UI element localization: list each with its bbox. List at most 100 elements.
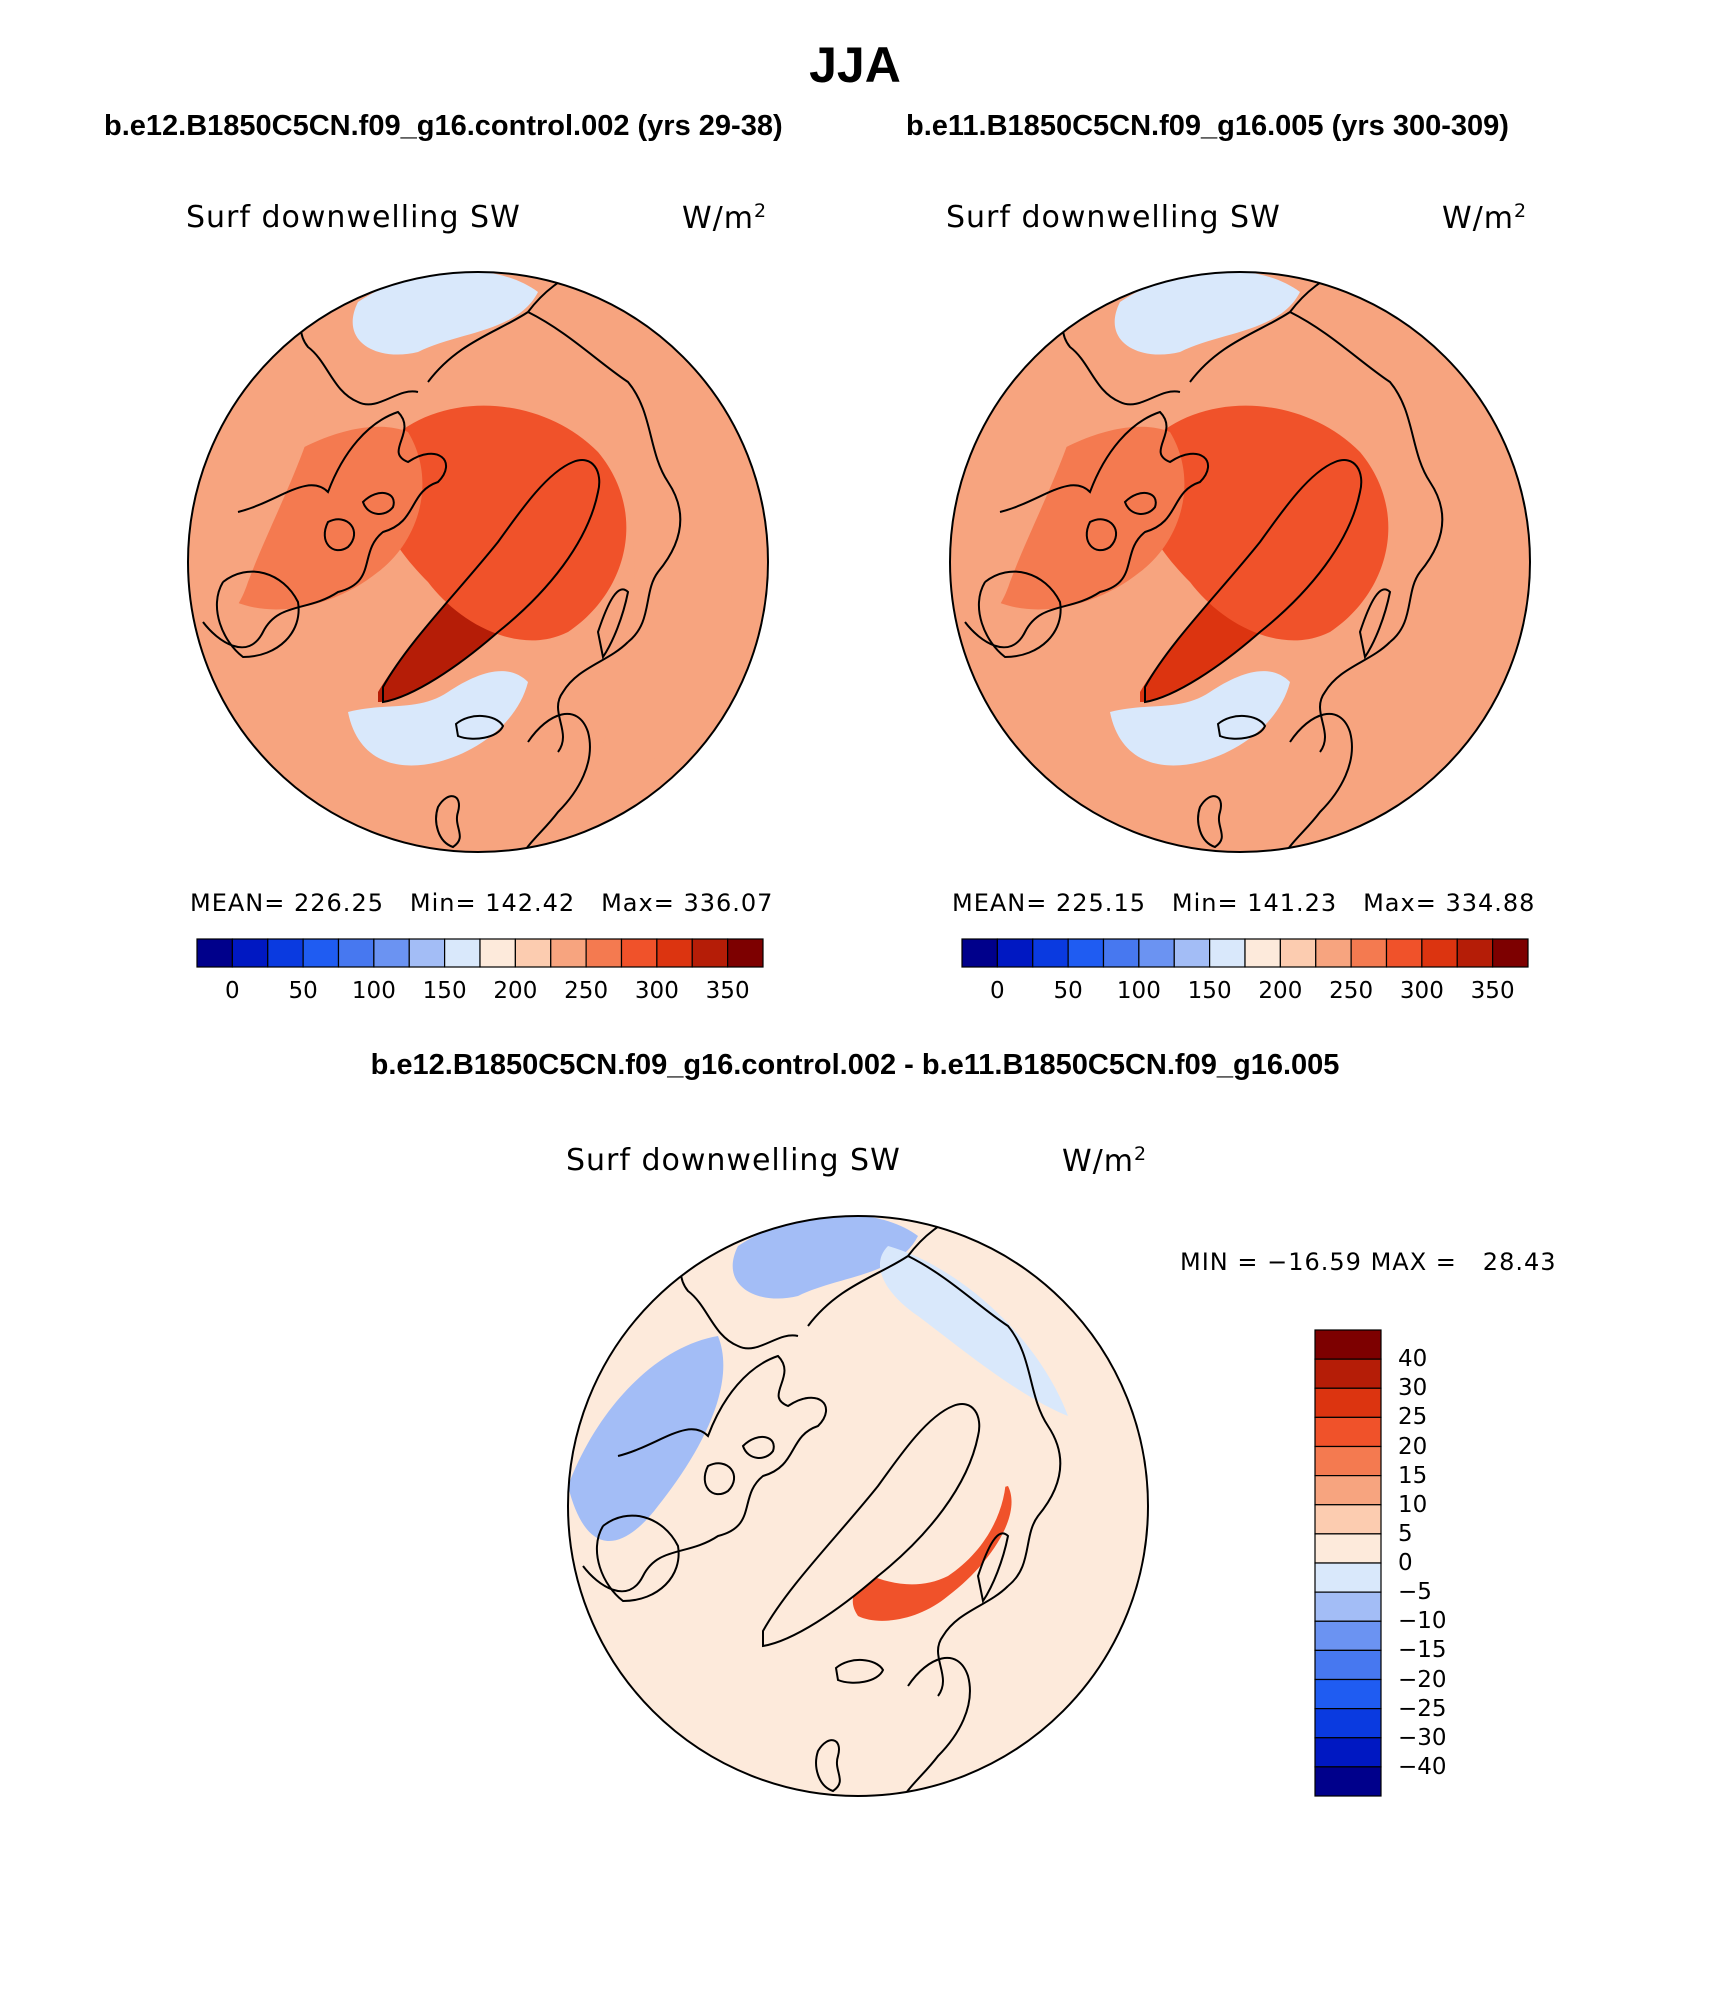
panel3-colorbar-box xyxy=(1314,1591,1382,1622)
panel1-colorbar-box xyxy=(585,938,623,968)
panel2-colorbar-box xyxy=(1421,938,1458,968)
panel2-colorbar-box xyxy=(1173,938,1211,968)
panel3-colorbar-box xyxy=(1314,1329,1382,1360)
right-case-title: b.e11.B1850C5CN.f09_g16.005 (yrs 300-309… xyxy=(906,110,1509,142)
panel2-colorbar-box xyxy=(1067,938,1105,968)
panel3-map-border xyxy=(567,1215,1149,1797)
panel3-colorbar-tick-label: 20 xyxy=(1398,1433,1428,1460)
panel3-colorbar-box xyxy=(1314,1416,1382,1448)
panel2-min: 141.23 xyxy=(1247,889,1338,917)
panel1-colorbar-box xyxy=(373,938,410,968)
panel1-stats: MEAN= 226.25 Min= 142.42 Max= 336.07 xyxy=(190,889,774,917)
panel1-region-central-arctic xyxy=(375,405,627,641)
panel3-colorbar-tick-label: 10 xyxy=(1398,1491,1428,1518)
panel1-colorbar-box xyxy=(514,938,552,968)
panel2-region-north-america xyxy=(950,342,1084,616)
panel1-colorbar-box xyxy=(479,938,516,968)
panel2-colorbar-tick-label: 100 xyxy=(1116,978,1161,1004)
panel3-colorbar-box xyxy=(1314,1678,1382,1710)
panel2-colorbar xyxy=(961,938,1529,968)
panel2-region-norwegian-sea xyxy=(1110,671,1290,766)
panel1-map xyxy=(187,271,769,853)
panel2-colorbar-box xyxy=(1138,938,1175,968)
panel3-colorbar-box xyxy=(1314,1475,1382,1506)
panel2-variable-label: Surf downwelling SW xyxy=(946,200,1281,235)
panel3-units: W/m2 xyxy=(1062,1143,1148,1179)
panel3-colorbar-tick-label: 40 xyxy=(1398,1346,1428,1373)
panel2-colorbar-box xyxy=(1032,938,1069,968)
panel2-colorbar-tick-label: 150 xyxy=(1187,978,1232,1004)
panel3-max: 28.43 xyxy=(1482,1248,1557,1276)
panel3-colorbar-box xyxy=(1314,1620,1382,1651)
panel3-colorbar-box xyxy=(1314,1445,1382,1477)
panel1-colorbar-tick-label: 250 xyxy=(564,978,609,1004)
panel1-map-border xyxy=(187,271,769,853)
panel3-colorbar-box xyxy=(1314,1737,1382,1768)
panel1-colorbar-tick-label: 150 xyxy=(422,978,467,1004)
panel2-mean: 225.15 xyxy=(1056,889,1146,917)
panel1-colorbar-box xyxy=(337,938,375,968)
panel1-colorbar-box xyxy=(196,938,233,968)
panel2-colorbar-box xyxy=(1456,938,1494,968)
panel3-colorbar-box xyxy=(1314,1649,1382,1681)
panel3-colorbar-tick-label: −40 xyxy=(1398,1753,1447,1780)
panel2-colorbar-tick-label: 350 xyxy=(1470,978,1515,1004)
panel1-region-north-pacific xyxy=(352,272,538,355)
panel1-colorbar-box xyxy=(267,938,304,968)
panel2-map xyxy=(949,271,1531,853)
panel1-colorbar-tick-label: 50 xyxy=(288,978,318,1004)
panel2-max: 334.88 xyxy=(1445,889,1536,917)
panel1-colorbar-box xyxy=(727,938,764,968)
panel3-colorbar-box xyxy=(1314,1504,1382,1535)
panel2-map-border xyxy=(949,271,1531,853)
panel1-colorbar-box xyxy=(550,938,587,968)
panel1-colorbar-box xyxy=(302,938,340,968)
panel1-region-eurasia xyxy=(578,362,733,812)
panel1-region-norwegian-sea xyxy=(348,671,528,766)
panel2-colorbar-box xyxy=(961,938,998,968)
panel2-region-central-arctic xyxy=(1137,405,1389,641)
panel1-region-north-america xyxy=(188,342,322,616)
panel3-region-canada xyxy=(568,1336,724,1541)
panel3-map xyxy=(567,1215,1149,1797)
panel3-colorbar-tick-label: −15 xyxy=(1398,1637,1447,1664)
panel2-colorbar-box xyxy=(1350,938,1388,968)
panel3-colorbar-tick-label: −5 xyxy=(1398,1579,1432,1606)
panel1-colorbar-box xyxy=(691,938,729,968)
panel2-region-north-pacific xyxy=(1114,272,1300,355)
panel3-colorbar-box xyxy=(1314,1533,1382,1564)
panel3-colorbar-box xyxy=(1314,1387,1382,1418)
panel1-colorbar xyxy=(196,938,764,968)
panel3-variable-label: Surf downwelling SW xyxy=(566,1143,901,1178)
left-case-title: b.e12.B1850C5CN.f09_g16.control.002 (yrs… xyxy=(104,110,783,142)
panel3-min: −16.59 xyxy=(1267,1248,1362,1276)
panel2-colorbar-box xyxy=(1385,938,1423,968)
panel1-colorbar-tick-label: 100 xyxy=(351,978,396,1004)
panel3-region-siberia xyxy=(879,1246,1068,1416)
panel3-region-central-arctic xyxy=(755,1349,1007,1585)
panel1-colorbar-tick-label: 0 xyxy=(225,978,240,1004)
panel1-units: W/m2 xyxy=(682,200,768,236)
panel1-colorbar-box xyxy=(620,938,658,968)
panel3-region-north-pacific xyxy=(732,1216,918,1299)
panel2-colorbar-box xyxy=(1209,938,1246,968)
panel2-colorbar-box xyxy=(1102,938,1140,968)
panel1-colorbar-box xyxy=(656,938,693,968)
panel1-colorbar-tick-label: 350 xyxy=(705,978,750,1004)
panel3-colorbar-tick-label: 25 xyxy=(1398,1404,1428,1431)
panel1-colorbar-box xyxy=(444,938,481,968)
panel2-colorbar-tick-label: 0 xyxy=(990,978,1005,1004)
panel1-colorbar-box xyxy=(408,938,446,968)
panel2-colorbar-tick-label: 50 xyxy=(1053,978,1083,1004)
panel2-colorbar-box xyxy=(1279,938,1317,968)
panel1-max: 336.07 xyxy=(683,889,774,917)
panel3-region-greenland xyxy=(758,1406,975,1646)
panel3-colorbar-tick-label: 15 xyxy=(1398,1462,1428,1489)
panel2-colorbar-box xyxy=(1492,938,1529,968)
panel2-region-eurasia xyxy=(1340,362,1495,812)
panel3-colorbar-tick-label: −30 xyxy=(1398,1724,1447,1751)
panel3-colorbar-box xyxy=(1314,1562,1382,1593)
panel1-colorbar-box xyxy=(231,938,269,968)
panel2-colorbar-tick-label: 300 xyxy=(1399,978,1444,1004)
